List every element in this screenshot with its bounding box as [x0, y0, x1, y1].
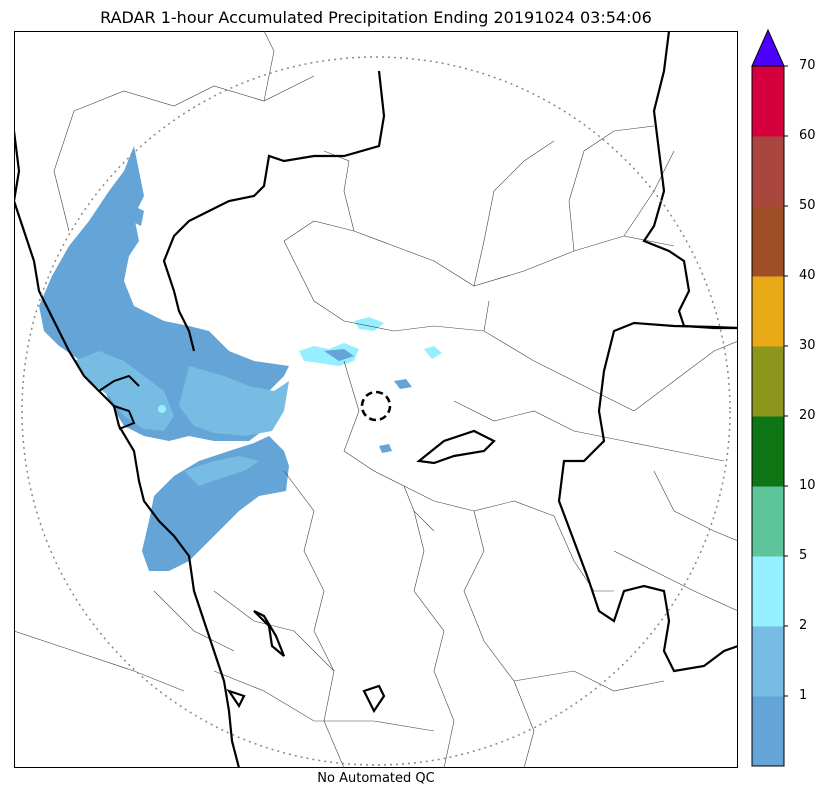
colorbar-segment — [752, 66, 784, 137]
district-borders — [14, 31, 738, 768]
colorbar-tick-label: 40 — [799, 268, 816, 283]
colorbar-tick-label: 50 — [799, 198, 816, 213]
colorbar-tick-label: 2 — [799, 618, 808, 633]
precip-coast-strip — [74, 351, 174, 431]
precip-north-scatter — [106, 206, 144, 261]
colorbar-tick-label: 30 — [799, 338, 816, 353]
colorbar-tick-label: 20 — [799, 408, 816, 423]
qc-note: No Automated QC — [317, 771, 435, 786]
precip-highlight-cell — [158, 405, 166, 413]
colorbar-segment — [752, 696, 784, 767]
coastline-inlet — [98, 374, 140, 430]
precipitation-field — [39, 146, 442, 571]
colorbar-tick-label: 70 — [799, 58, 816, 73]
colorbar-segment — [752, 486, 784, 557]
colorbar-tick-label: 10 — [799, 478, 816, 493]
colorbar-segment — [752, 346, 784, 417]
colorbar-tick-label: 60 — [799, 128, 816, 143]
radar-range-ring — [21, 56, 731, 766]
chart-title: RADAR 1-hour Accumulated Precipitation E… — [100, 8, 652, 27]
precip-south-inner — [184, 456, 259, 486]
colorbar-segment — [752, 136, 784, 207]
coastline — [14, 130, 241, 768]
precip-central-west — [179, 366, 289, 436]
colorbar-segment — [752, 626, 784, 697]
precip-south-band — [142, 436, 289, 571]
colorbar-segment — [752, 556, 784, 627]
colorbar-extend-arrow — [751, 28, 785, 67]
colorbar-tick-label: 5 — [799, 548, 808, 563]
colorbar — [751, 28, 788, 767]
colorbar-tick-label: 1 — [799, 688, 808, 703]
colorbar-segment — [752, 276, 784, 347]
radar-map — [14, 31, 738, 768]
colorbar-segment — [752, 416, 784, 487]
state-borders — [162, 31, 738, 714]
radar-site-marker — [360, 390, 392, 422]
colorbar-segment — [752, 206, 784, 277]
